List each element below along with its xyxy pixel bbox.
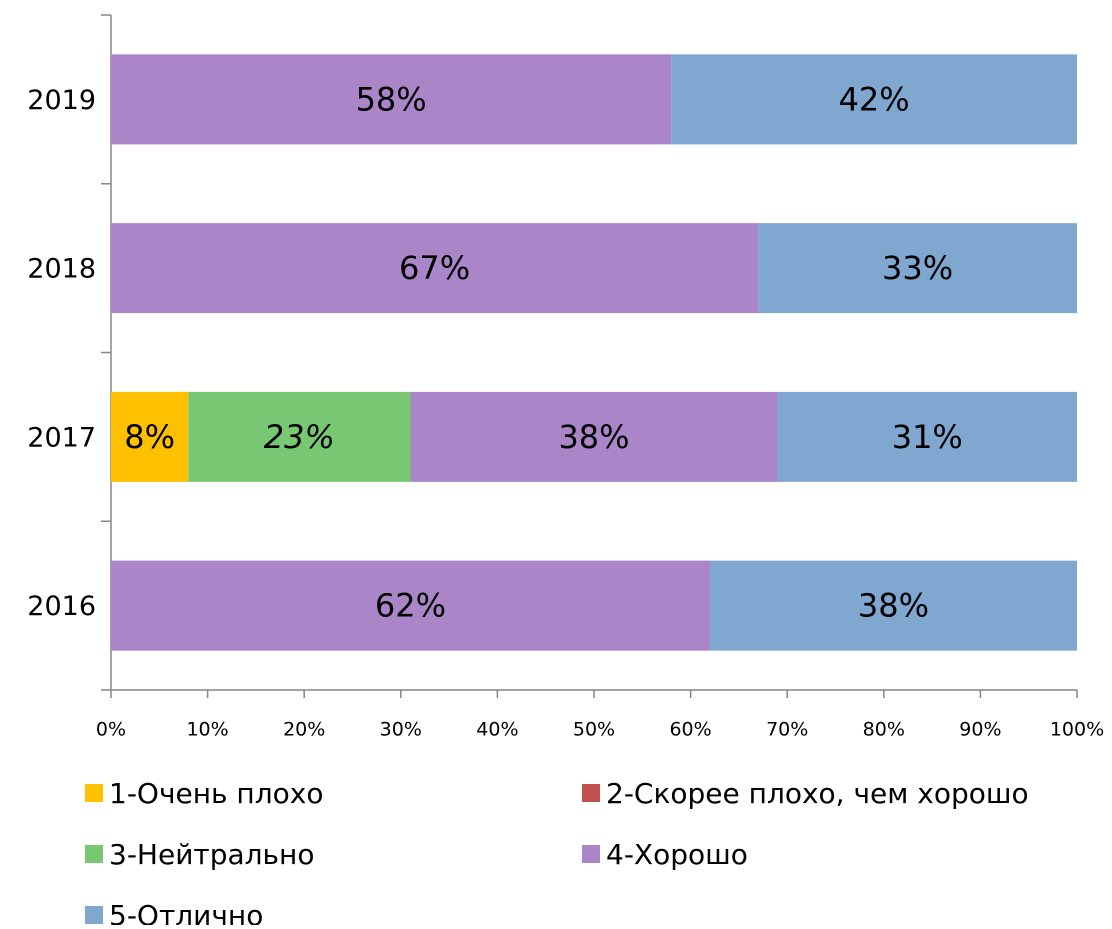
bar-segment <box>111 391 189 482</box>
bar-segment <box>671 54 1077 145</box>
x-tick-label: 0% <box>96 719 126 741</box>
data-label: 33% <box>882 249 953 287</box>
y-tick-label: 2018 <box>27 254 96 285</box>
legend-label: 3-Нейтрально <box>109 838 314 871</box>
legend-swatch <box>85 906 103 924</box>
x-tick-label: 10% <box>186 719 228 741</box>
bar-segment <box>758 223 1077 314</box>
data-label: 8% <box>124 418 175 456</box>
x-tick-label: 20% <box>283 719 325 741</box>
x-tick-label: 80% <box>863 719 905 741</box>
x-tick-label: 90% <box>959 719 1001 741</box>
x-tick-label: 70% <box>766 719 808 741</box>
x-tick-label: 30% <box>380 719 422 741</box>
legend-swatch <box>582 784 600 802</box>
data-label: 31% <box>892 418 963 456</box>
data-label: 67% <box>399 249 470 287</box>
x-tick-label: 50% <box>573 719 615 741</box>
y-tick-label: 2017 <box>27 422 96 453</box>
legend-label: 5-Отлично <box>109 899 263 925</box>
data-label: 62% <box>375 587 446 625</box>
data-label: 42% <box>839 80 910 118</box>
legend-swatch <box>85 845 103 863</box>
data-label: 38% <box>858 587 929 625</box>
bar-segment <box>111 560 710 651</box>
bar-segment <box>709 560 1077 651</box>
bar-segment <box>111 223 759 314</box>
bar-segment <box>111 54 672 145</box>
data-label: 23% <box>264 418 335 456</box>
data-label: 58% <box>356 80 427 118</box>
y-tick-label: 2019 <box>27 85 96 116</box>
x-tick-label: 100% <box>1050 719 1104 741</box>
y-tick-label: 2016 <box>27 591 96 622</box>
legend-swatch <box>85 784 103 802</box>
bar-segment <box>188 391 411 482</box>
legend-label: 4-Хорошо <box>606 838 748 871</box>
bar-segment <box>410 391 778 482</box>
legend-label: 2-Скорее плохо, чем хорошо <box>606 777 1029 810</box>
data-label: 38% <box>558 418 629 456</box>
legend-swatch <box>582 845 600 863</box>
bar-segment <box>777 391 1077 482</box>
x-tick-label: 60% <box>669 719 711 741</box>
legend-label: 1-Очень плохо <box>109 777 323 810</box>
x-tick-label: 40% <box>476 719 518 741</box>
